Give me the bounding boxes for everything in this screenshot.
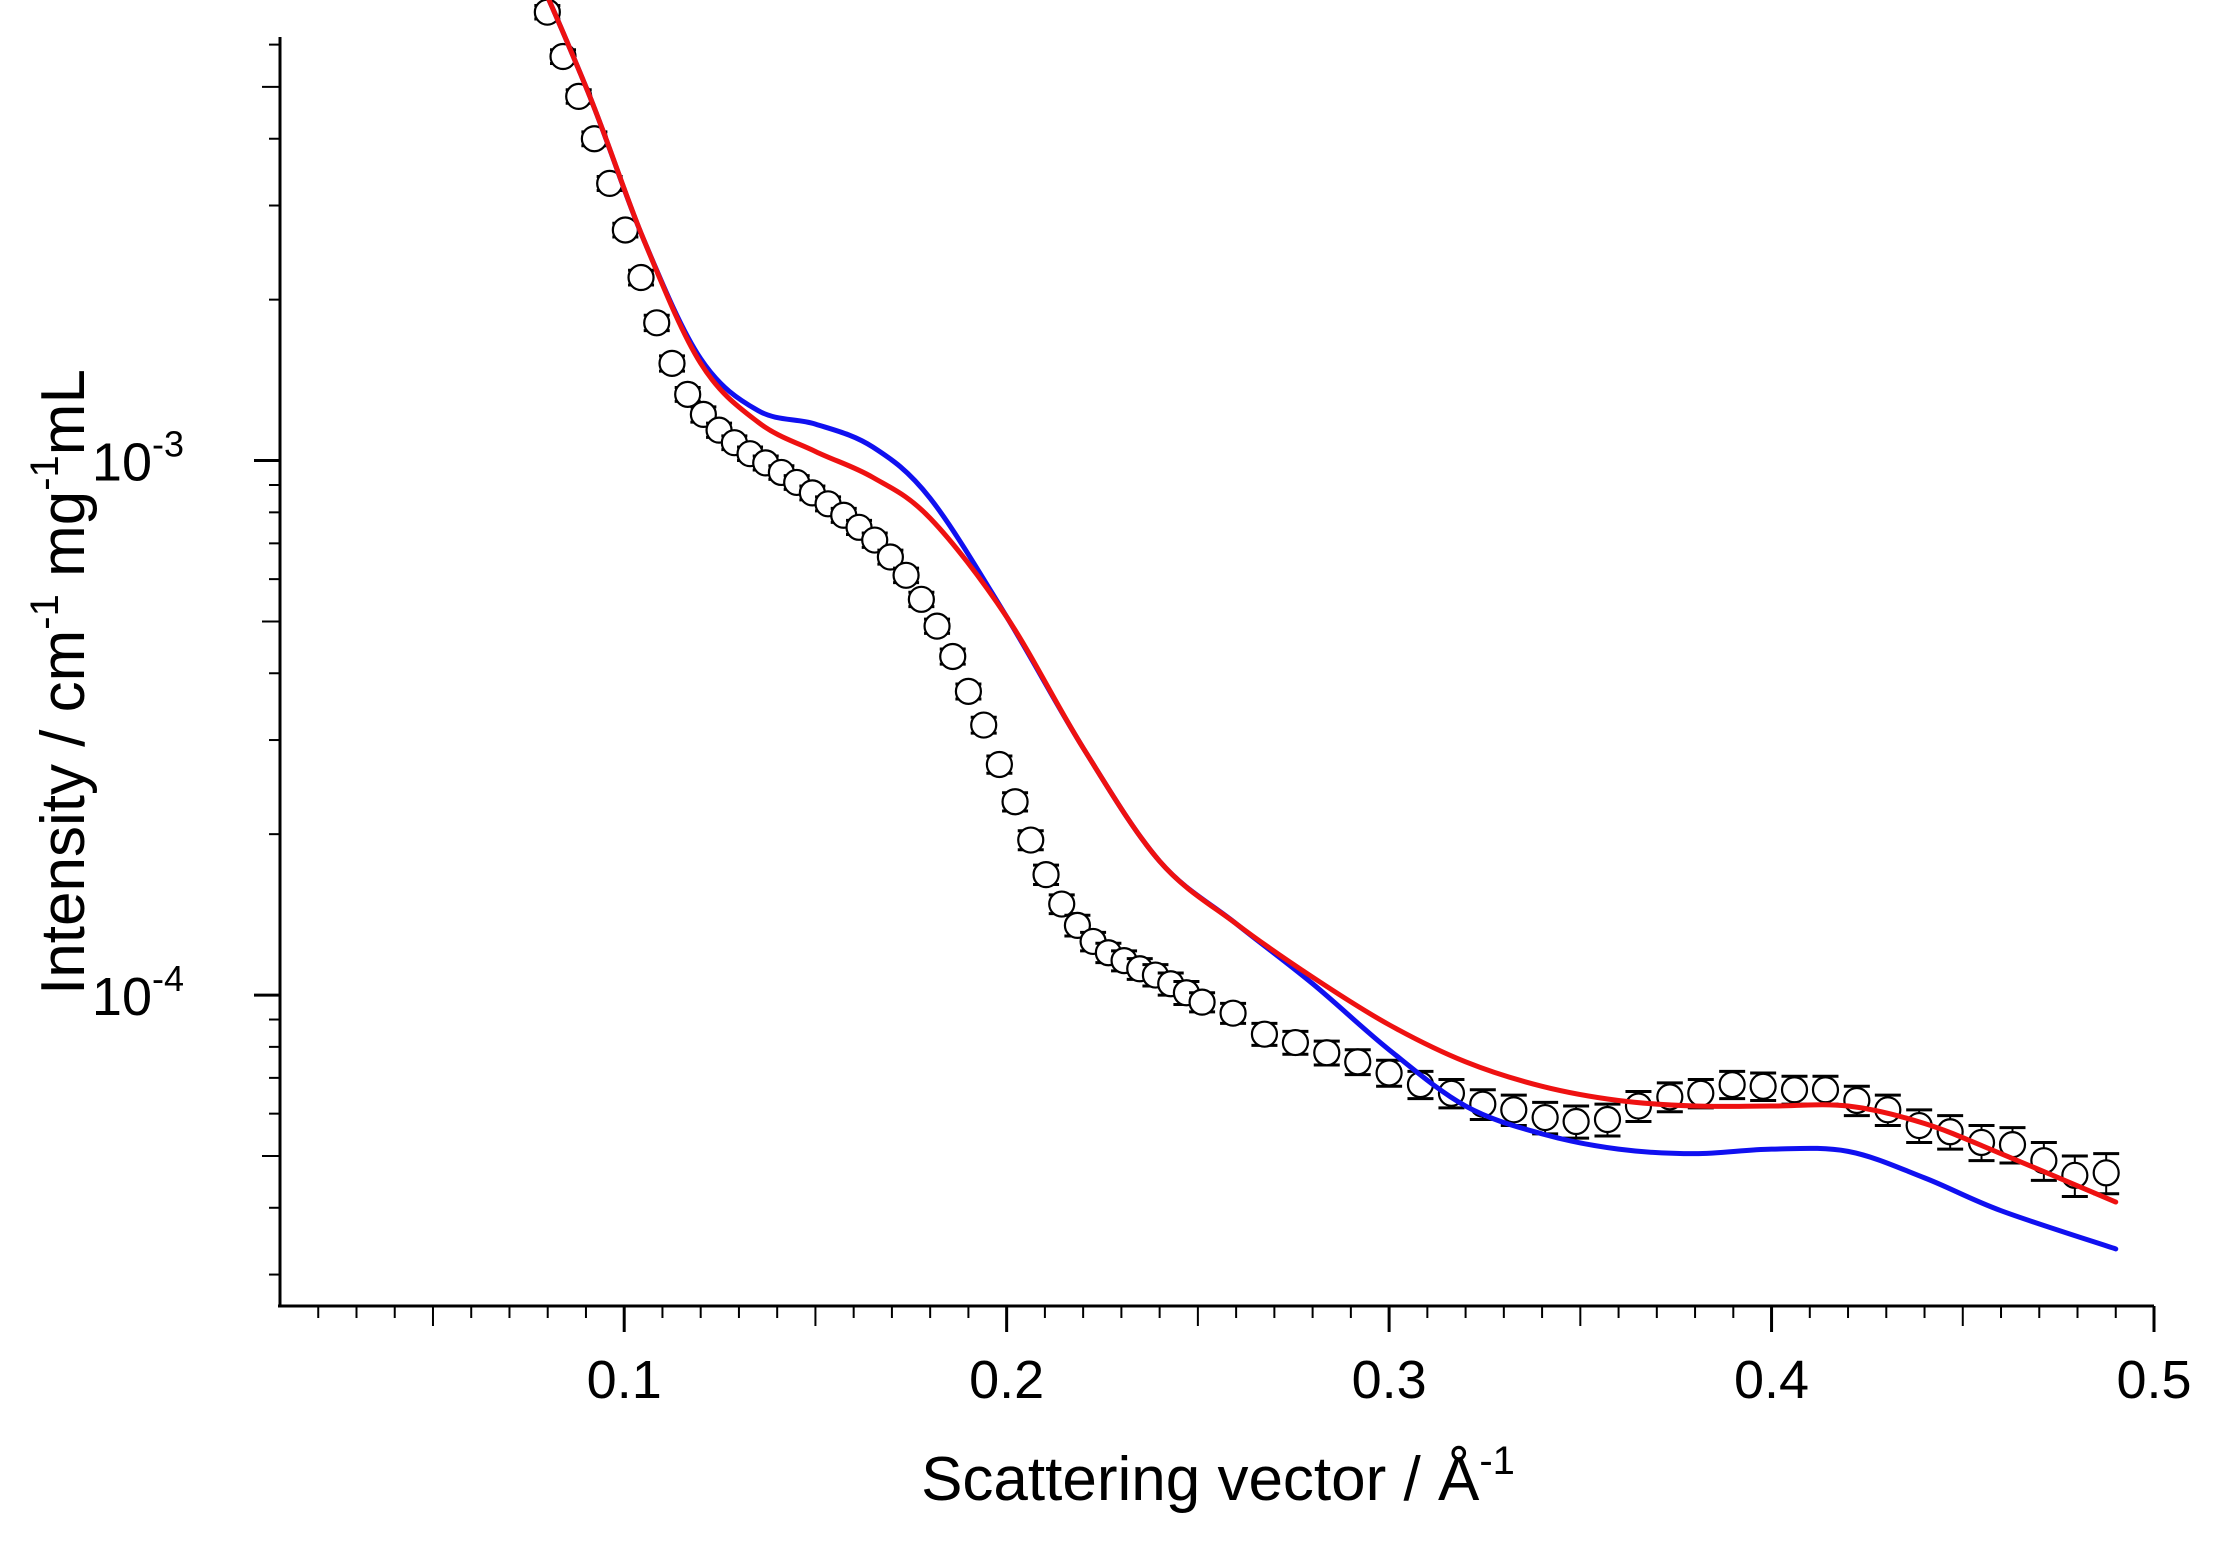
data-point <box>1219 999 1247 1027</box>
data-marker <box>1624 1092 1653 1120</box>
x-tick-label: 0.5 <box>2116 1350 2191 1410</box>
data-marker <box>1811 1076 1840 1104</box>
data-marker <box>658 349 686 377</box>
data-marker <box>861 526 889 554</box>
data-marker <box>1017 826 1045 854</box>
data-marker <box>1749 1072 1777 1100</box>
data-marker <box>1687 1079 1715 1107</box>
data-marker <box>1048 890 1076 918</box>
data-point <box>1017 826 1045 854</box>
data-marker <box>1531 1103 1559 1132</box>
data-marker <box>1188 988 1216 1016</box>
data-marker <box>2092 1159 2120 1187</box>
data-point <box>1048 890 1076 918</box>
y-axis-label-part-2: mg <box>29 491 98 594</box>
data-marker <box>1032 861 1060 889</box>
data-point <box>1032 861 1060 889</box>
data-point <box>643 309 671 337</box>
data-marker <box>1562 1107 1590 1136</box>
x-tick-label: 0.4 <box>1734 1350 1809 1410</box>
data-point <box>970 711 998 739</box>
data-point <box>674 380 702 408</box>
data-marker <box>1375 1059 1403 1087</box>
x-axis-label-text: Scattering vector / Å <box>921 1445 1480 1514</box>
data-point <box>1562 1104 1590 1140</box>
data-marker <box>907 585 935 613</box>
x-tick-label: 0.1 <box>587 1350 662 1410</box>
data-marker <box>939 642 967 671</box>
data-point <box>892 561 920 589</box>
data-point <box>1001 788 1029 816</box>
data-point <box>1063 911 1092 940</box>
data-point <box>1281 1028 1310 1057</box>
y-tick-labels-group: 10-210-310-4 <box>92 424 184 1028</box>
y-axis-label-part-3: mL <box>29 369 98 455</box>
x-tick-label: 0.3 <box>1352 1350 1427 1410</box>
data-marker <box>674 380 702 408</box>
y-ticks-group <box>254 43 280 1276</box>
data-marker <box>1313 1039 1341 1067</box>
y-axis-label-sup-1: -1 <box>23 594 67 630</box>
data-point <box>1593 1102 1622 1138</box>
y-axis-label: Intensity / cm-1 mg-1mL <box>23 369 98 995</box>
data-point <box>923 612 951 640</box>
data-marker <box>970 711 998 739</box>
y-tick-label: 10-3 <box>92 424 184 493</box>
y-tick-label-exponent: -3 <box>152 424 184 465</box>
data-point <box>1500 1093 1528 1128</box>
data-point <box>627 263 655 292</box>
y-tick-label-exponent: -4 <box>152 958 184 999</box>
data-point <box>1718 1069 1746 1101</box>
data-marker <box>1250 1020 1279 1048</box>
data-marker <box>643 309 671 337</box>
data-marker <box>985 750 1013 779</box>
data-marker <box>1718 1070 1746 1099</box>
x-axis-label: Scattering vector / Å-1 <box>921 1439 1515 1514</box>
data-marker <box>1780 1076 1809 1104</box>
data-point <box>1313 1039 1341 1067</box>
data-marker <box>1593 1105 1622 1134</box>
y-axis-label-sup-2: -1 <box>23 455 67 491</box>
y-tick-label: 10-4 <box>92 958 184 1027</box>
fit-line-red <box>546 0 2119 1205</box>
data-point <box>1749 1071 1777 1102</box>
axes-group <box>278 37 2154 1308</box>
data-point <box>658 349 686 377</box>
data-marker <box>1281 1028 1310 1057</box>
data-marker <box>923 612 951 640</box>
data-marker <box>876 543 904 571</box>
y-axis-label-part-1: Intensity / cm <box>29 630 98 995</box>
data-marker <box>954 677 983 705</box>
x-tick-labels-group: 0.1 0.2 0.3 0.4 0.5 <box>587 1350 2192 1410</box>
data-marker <box>1219 999 1247 1027</box>
data-point <box>1780 1074 1809 1106</box>
x-tick-label: 0.2 <box>969 1350 1044 1410</box>
data-point <box>830 501 858 529</box>
data-point <box>1344 1048 1372 1077</box>
data-point <box>939 642 967 671</box>
data-point <box>907 585 935 613</box>
data-marker <box>1001 788 1029 816</box>
data-marker <box>892 561 920 589</box>
x-axis-label-superscript: -1 <box>1479 1439 1515 1483</box>
data-marker <box>627 263 655 292</box>
data-point <box>2092 1152 2120 1196</box>
data-point <box>1188 988 1216 1016</box>
data-marker <box>1500 1096 1528 1124</box>
data-point <box>954 677 983 705</box>
y-tick-label-base: 10 <box>92 967 152 1027</box>
x-ticks-group <box>317 1306 2156 1332</box>
data-point <box>1250 1020 1279 1048</box>
y-tick-label-base: 10 <box>92 433 152 493</box>
data-point <box>985 750 1013 779</box>
data-marker <box>1344 1048 1372 1076</box>
fit-lines-top <box>546 0 2119 1252</box>
data-point <box>1375 1058 1403 1088</box>
